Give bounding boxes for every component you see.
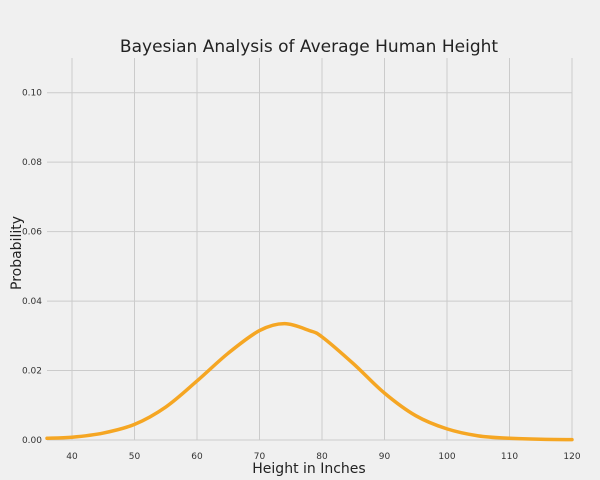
y-tick-label: 0.08 [22,158,42,168]
x-tick-label: 110 [501,452,518,462]
x-tick-label: 100 [438,452,455,462]
y-tick-label: 0.06 [22,228,42,238]
series-line [45,321,574,442]
y-tick-labels: 0.00 0.02 0.04 0.06 0.08 0.10 [22,89,42,446]
y-tick-label: 0.10 [22,89,42,99]
y-axis-label: Probability [9,216,25,290]
y-tick-label: 0.04 [22,297,42,307]
x-tick-label: 40 [66,452,78,462]
chart-title: Bayesian Analysis of Average Human Heigh… [120,37,498,57]
x-tick-labels: 40 50 60 70 80 90 100 110 120 [66,452,581,462]
y-tick-label: 0.02 [22,367,42,377]
grid [47,58,573,441]
x-tick-label: 60 [191,452,203,462]
x-tick-label: 80 [316,452,328,462]
y-tick-label: 0.00 [22,436,42,446]
x-tick-label: 120 [563,452,580,462]
x-tick-label: 90 [379,452,391,462]
x-tick-label: 50 [129,452,141,462]
x-axis-label: Height in Inches [252,461,365,477]
x-tick-label: 70 [254,452,266,462]
